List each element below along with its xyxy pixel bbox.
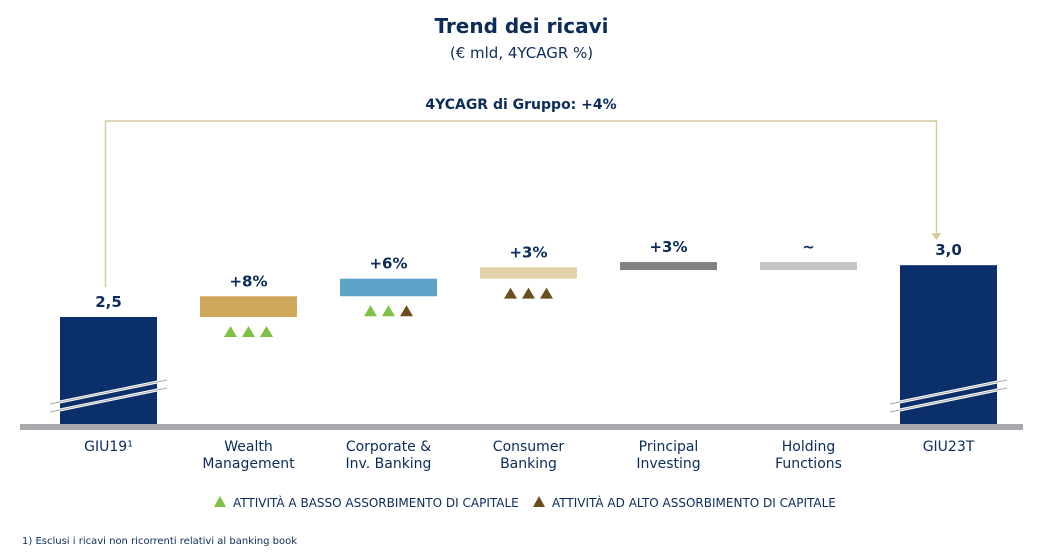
data-label-2: +6% — [369, 255, 407, 273]
footnote: 1) Esclusi i ricavi non ricorrenti relat… — [22, 536, 298, 547]
axis-break-mark-6-0 — [889, 379, 1008, 405]
data-label-6: 3,0 — [935, 241, 962, 259]
triangle-low-2-1 — [382, 305, 395, 317]
cagr-arrowhead — [931, 233, 942, 241]
triangle-high-2-2 — [400, 305, 413, 317]
triangle-high-3-1 — [522, 287, 535, 299]
axis-break-mark-0-0 — [49, 379, 168, 405]
category-label-4-0: Principal — [639, 439, 699, 455]
triangle-high-3-0 — [504, 287, 517, 299]
group-cagr-label: 4YCAGR di Gruppo: +4% — [425, 97, 616, 113]
triangle-low-2-0 — [364, 305, 377, 317]
data-label-5: ~ — [802, 238, 815, 256]
category-label-5-0: Holding — [782, 439, 836, 455]
cagr-connector-line — [104, 120, 938, 287]
category-label-5-1: Functions — [775, 456, 842, 472]
category-label-2-0: Corporate & — [346, 439, 431, 455]
category-label-0-0: GIU19¹ — [84, 439, 133, 455]
category-label-4-1: Investing — [636, 456, 700, 472]
triangle-low-1-2 — [260, 326, 273, 337]
data-label-3: +3% — [509, 243, 547, 261]
category-label-1-1: Management — [202, 456, 295, 472]
bar-4 — [620, 262, 717, 271]
waterfall-chart: 4YCAGR di Gruppo: +4% 2,5 GIU19¹ +8% WealthM… — [20, 97, 1023, 510]
chart-title: Trend dei ricavi — [434, 14, 609, 38]
legend-label-0: ATTIVITÀ A BASSO ASSORBIMENTO DI CAPITAL… — [233, 495, 519, 510]
category-label-2-1: Inv. Banking — [346, 456, 432, 472]
category-label-1-0: Wealth — [224, 439, 272, 455]
bar-5 — [760, 262, 857, 271]
chart-subtitle: (€ mld, 4YCAGR %) — [449, 44, 594, 62]
data-label-0: 2,5 — [95, 293, 122, 311]
category-label-3-0: Consumer — [493, 439, 565, 455]
data-label-1: +8% — [229, 272, 267, 290]
bar-2 — [340, 278, 437, 297]
category-label-6-0: GIU23T — [923, 439, 975, 455]
category-label-3-1: Banking — [500, 456, 557, 472]
axis-break-mark-0-1 — [49, 387, 168, 413]
axis-break-mark-6-1 — [889, 387, 1008, 413]
bar-1 — [200, 296, 297, 317]
legend-label-1: ATTIVITÀ AD ALTO ASSORBIMENTO DI CAPITAL… — [552, 495, 836, 510]
triangle-low-1-0 — [224, 326, 237, 337]
triangle-low-1-1 — [242, 326, 255, 337]
legend-triangle-0 — [214, 496, 226, 507]
triangle-high-3-2 — [540, 287, 553, 299]
bar-3 — [480, 267, 577, 279]
data-label-4: +3% — [649, 238, 687, 256]
x-axis-baseline — [20, 424, 1023, 430]
legend-triangle-1 — [533, 496, 545, 507]
